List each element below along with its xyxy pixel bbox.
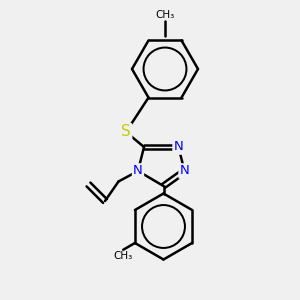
Text: N: N [174, 140, 183, 154]
Text: S: S [121, 124, 131, 140]
Text: N: N [133, 164, 143, 178]
Text: N: N [180, 164, 189, 178]
Text: CH₃: CH₃ [155, 10, 175, 20]
Text: CH₃: CH₃ [114, 251, 133, 261]
